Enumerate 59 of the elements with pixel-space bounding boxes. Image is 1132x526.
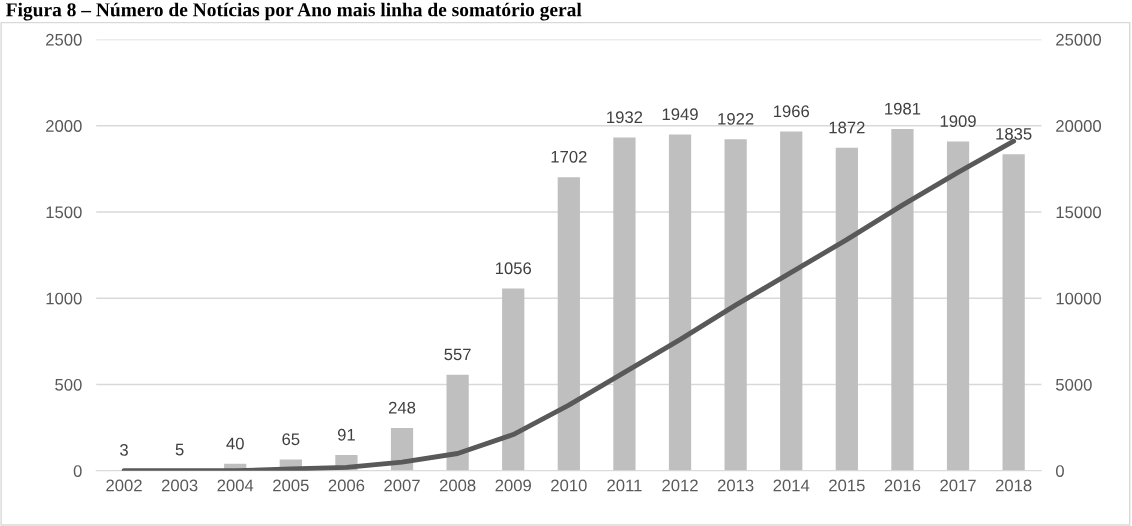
- x-tick-label: 2008: [439, 479, 476, 492]
- y2-tick-label: 15000: [1056, 206, 1102, 219]
- bar: [502, 288, 525, 471]
- bar: [668, 134, 692, 471]
- data-label: 1932: [607, 111, 643, 124]
- x-tick-label: 2007: [384, 479, 420, 492]
- y-tick-label: 1500: [46, 206, 82, 219]
- bar: [1002, 154, 1025, 471]
- x-tick-label: 2005: [273, 479, 309, 492]
- x-tick-label: 2015: [829, 479, 865, 492]
- data-label: 1872: [829, 121, 865, 134]
- bar: [891, 128, 914, 471]
- data-label: 5: [175, 443, 184, 456]
- bar: [946, 141, 970, 471]
- data-label: 1981: [885, 102, 921, 115]
- x-tick-label: 2006: [328, 479, 365, 492]
- x-tick-label: 2013: [717, 479, 754, 492]
- x-tick-label: 2018: [995, 479, 1032, 492]
- x-tick-label: 2010: [551, 479, 587, 492]
- x-tick-label: 2011: [607, 479, 642, 492]
- x-tick-label: 2017: [940, 479, 976, 492]
- y-tick-label: 2500: [46, 33, 82, 46]
- data-label: 1056: [495, 262, 532, 275]
- x-tick-label: 2012: [662, 479, 698, 492]
- data-label: 91: [337, 428, 355, 441]
- data-label: 1949: [662, 108, 698, 121]
- data-label: 65: [282, 433, 300, 446]
- y2-tick-label: 10000: [1056, 292, 1102, 305]
- data-label: 1835: [996, 127, 1032, 140]
- bar: [613, 137, 636, 471]
- y-tick-label: 2000: [46, 120, 82, 132]
- data-label: 1909: [940, 115, 976, 128]
- bar: [557, 177, 580, 471]
- data-label: 1702: [551, 150, 587, 163]
- chart-title: Figura 8 – Número de Notícias por Ano mais linha de somatório geral: [5, 2, 582, 21]
- data-label: 248: [388, 401, 416, 414]
- data-label: 557: [444, 348, 471, 361]
- data-label: 40: [226, 437, 244, 450]
- bar: [446, 374, 469, 471]
- bar: [780, 131, 803, 471]
- x-tick-label: 2014: [773, 479, 810, 492]
- y-tick-label: 500: [55, 378, 82, 391]
- y2-tick-label: 25000: [1056, 33, 1102, 46]
- y2-tick-label: 20000: [1056, 120, 1102, 132]
- x-tick-label: 2016: [884, 479, 921, 492]
- bar: [835, 147, 858, 471]
- y2-tick-label: 5000: [1056, 378, 1092, 391]
- y-tick-label: 1000: [46, 292, 82, 305]
- bar: [724, 139, 747, 471]
- x-tick-label: 2009: [495, 479, 531, 492]
- x-tick-label: 2004: [217, 479, 254, 492]
- y2-tick-label: 0: [1055, 465, 1064, 477]
- x-tick-label: 2003: [161, 479, 198, 492]
- data-label: 1922: [718, 112, 754, 125]
- data-label: 1966: [773, 105, 810, 118]
- data-label: 3: [120, 444, 128, 456]
- line-series: [121, 138, 1017, 471]
- x-tick-label: 2002: [106, 479, 142, 492]
- y-tick-label: 0: [73, 465, 82, 477]
